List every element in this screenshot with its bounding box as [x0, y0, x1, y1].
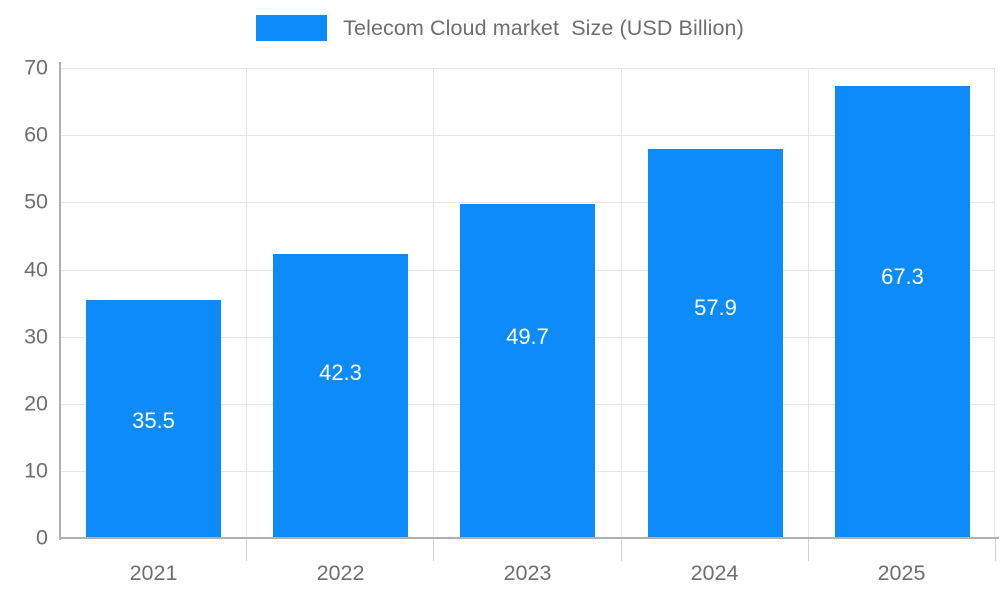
plot-right-border [994, 68, 995, 538]
y-tick-label-50: 50 [24, 189, 48, 214]
x-tick-label-2024: 2024 [690, 561, 739, 585]
y-axis-tick-labels: 70 60 50 40 30 20 10 0 [0, 0, 48, 600]
x-tick-label-2021: 2021 [129, 561, 178, 585]
gridline-y-60 [60, 135, 995, 136]
y-tick-label-10: 10 [24, 458, 48, 483]
x-tick-3 [621, 539, 622, 561]
x-tick-5 [995, 539, 996, 561]
gridline-y-70 [60, 68, 995, 69]
bar-2021[interactable]: 35.5 [86, 300, 221, 538]
bar-value-2021: 35.5 [132, 408, 175, 433]
gridline-x-2 [433, 68, 434, 538]
bar-value-2025: 67.3 [881, 264, 924, 289]
y-tick-label-30: 30 [24, 324, 48, 349]
x-tick-label-2025: 2025 [877, 561, 926, 585]
y-axis-line [59, 62, 61, 540]
y-tick-label-0: 0 [36, 525, 48, 550]
x-tick-4 [808, 539, 809, 561]
chart-legend: Telecom Cloud market Size (USD Billion) [0, 8, 1000, 48]
x-tick-label-2023: 2023 [503, 561, 552, 585]
x-tick-2 [433, 539, 434, 561]
legend-label: Telecom Cloud market Size (USD Billion) [343, 15, 744, 40]
y-tick-label-40: 40 [24, 257, 48, 282]
gridline-x-3 [621, 68, 622, 538]
bar-2025[interactable]: 67.3 [835, 86, 970, 538]
bar-2023[interactable]: 49.7 [460, 204, 595, 538]
bar-2024[interactable]: 57.9 [648, 149, 783, 538]
bar-value-2022: 42.3 [319, 360, 362, 385]
bar-2022[interactable]: 42.3 [273, 254, 408, 538]
y-tick-label-20: 20 [24, 391, 48, 416]
bar-value-2024: 57.9 [694, 295, 737, 320]
gridline-x-4 [808, 68, 809, 538]
x-axis-tick-labels: 2021 2022 2023 2024 2025 [60, 561, 995, 597]
x-axis-line [59, 537, 999, 539]
plot-area: 35.5 42.3 49.7 57.9 67.3 [60, 68, 995, 538]
gridline-x-1 [246, 68, 247, 538]
x-tick-label-2022: 2022 [316, 561, 365, 585]
y-tick-label-70: 70 [24, 55, 48, 80]
bar-value-2023: 49.7 [506, 324, 549, 349]
gridline-y-50 [60, 202, 995, 203]
x-tick-1 [246, 539, 247, 561]
y-tick-label-60: 60 [24, 122, 48, 147]
legend-color-swatch[interactable] [256, 15, 328, 41]
